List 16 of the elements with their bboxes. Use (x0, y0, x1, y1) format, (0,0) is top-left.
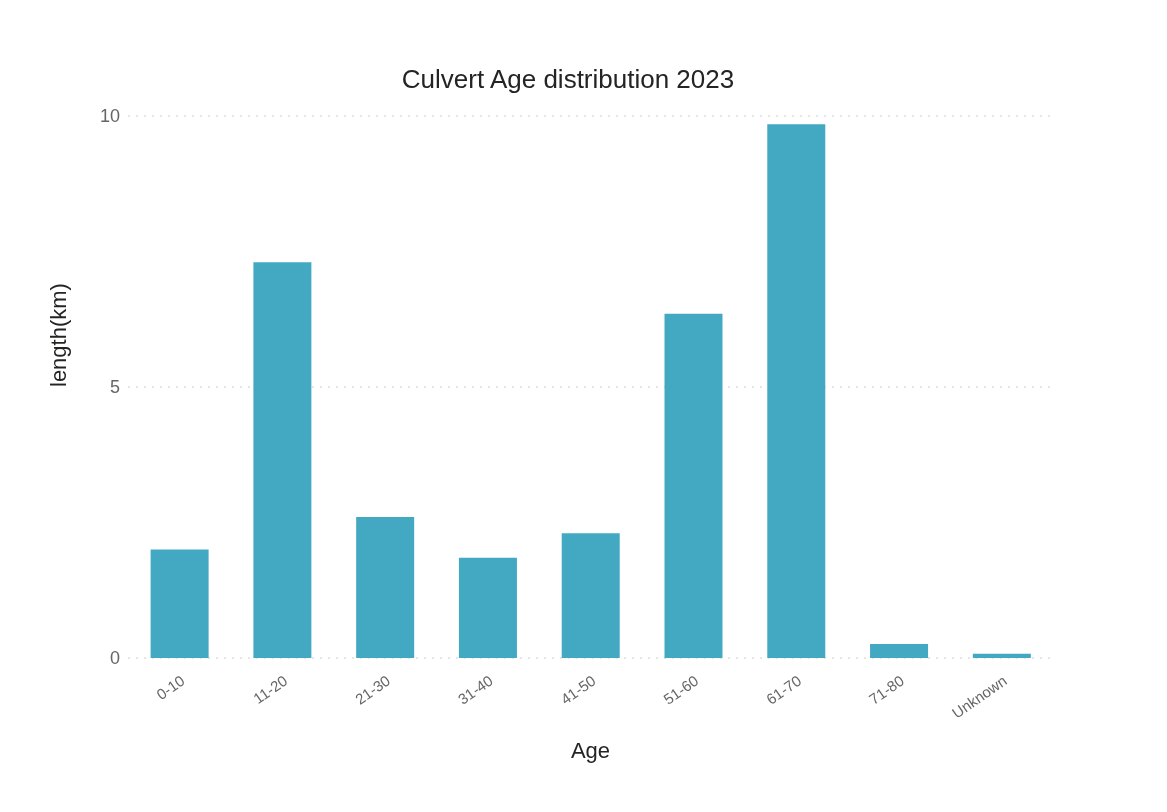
chart-title: Culvert Age distribution 2023 (400, 64, 736, 95)
bar (972, 653, 1031, 658)
x-axis-title: Age (570, 738, 611, 763)
bar (150, 549, 209, 658)
bar (561, 533, 620, 658)
y-axis-title: length(km) (45, 283, 71, 387)
y-tick-label: 10 (99, 106, 120, 127)
bar (356, 517, 415, 658)
bar (458, 557, 517, 658)
bar (767, 124, 826, 658)
y-tick-label: 0 (109, 648, 120, 669)
x-tick-label: 0-10 (153, 671, 188, 703)
y-tick-label: 5 (109, 377, 120, 398)
bar (870, 643, 929, 658)
bar (253, 262, 312, 658)
bar (664, 313, 723, 658)
